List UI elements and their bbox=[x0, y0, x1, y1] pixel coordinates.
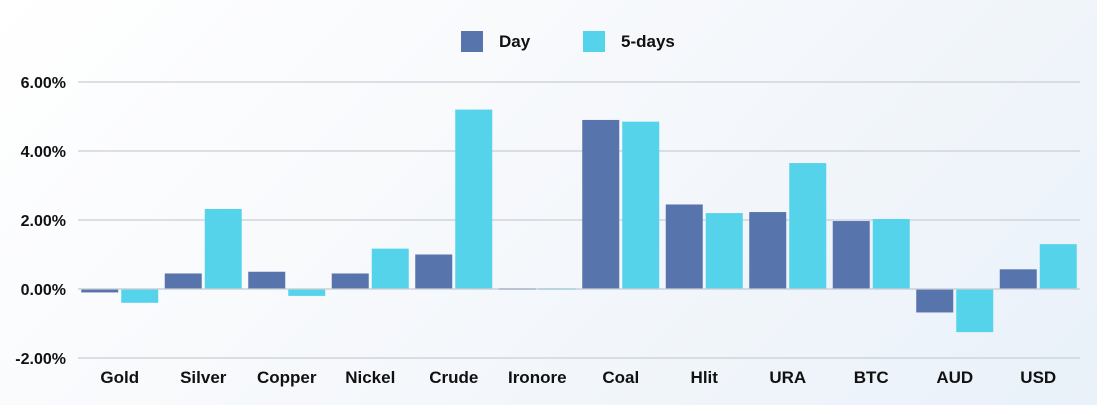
bar-aud-day bbox=[916, 289, 954, 313]
y-tick-label: 4.00% bbox=[21, 144, 66, 161]
bar-crude-5-days bbox=[455, 109, 493, 289]
legend-swatch bbox=[583, 31, 605, 52]
x-tick-label: Copper bbox=[257, 368, 317, 387]
y-tick-label: -2.00% bbox=[15, 351, 66, 368]
bar-silver-day bbox=[164, 273, 202, 289]
bar-copper-day bbox=[248, 271, 286, 289]
bar-ura-day bbox=[749, 212, 787, 289]
x-tick-label: Hlit bbox=[691, 368, 719, 387]
bar-silver-5-days bbox=[204, 208, 242, 289]
bar-btc-day bbox=[832, 221, 870, 289]
bar-usd-5-days bbox=[1039, 244, 1077, 289]
bar-hlit-day bbox=[665, 204, 703, 289]
bar-copper-5-days bbox=[288, 289, 326, 296]
bars bbox=[78, 109, 1080, 333]
bar-gold-5-days bbox=[121, 289, 159, 303]
bar-btc-5-days bbox=[872, 218, 910, 289]
x-tick-label: BTC bbox=[854, 368, 889, 387]
bar-usd-day bbox=[999, 269, 1037, 289]
bar-ura-5-days bbox=[789, 163, 827, 289]
y-tick-label: 0.00% bbox=[21, 282, 66, 299]
legend: Day 5-days bbox=[461, 31, 675, 52]
y-tick-label: 6.00% bbox=[21, 75, 66, 92]
bar-hlit-5-days bbox=[705, 213, 743, 289]
bar-aud-5-days bbox=[956, 289, 994, 333]
x-tick-label: Nickel bbox=[345, 368, 395, 387]
bar-gold-day bbox=[81, 289, 119, 293]
x-tick-label: Ironore bbox=[508, 368, 567, 387]
x-tick-label: Crude bbox=[429, 368, 478, 387]
x-tick-label: AUD bbox=[936, 368, 973, 387]
legend-label: 5-days bbox=[621, 32, 675, 51]
legend-label: Day bbox=[499, 32, 531, 51]
bar-nickel-5-days bbox=[371, 248, 409, 289]
bar-coal-day bbox=[582, 119, 620, 289]
x-tick-label: URA bbox=[769, 368, 806, 387]
y-tick-label: 2.00% bbox=[21, 213, 66, 230]
bar-nickel-day bbox=[331, 273, 369, 289]
x-tick-label: USD bbox=[1020, 368, 1056, 387]
legend-swatch bbox=[461, 31, 483, 52]
bar-crude-day bbox=[415, 254, 453, 289]
x-tick-label: Silver bbox=[180, 368, 227, 387]
x-tick-label: Gold bbox=[100, 368, 139, 387]
x-tick-label: Coal bbox=[602, 368, 639, 387]
x-axis: Gold Silver Copper Nickel Crude Ironore Coal Hl… bbox=[100, 368, 1056, 387]
y-axis: -2.00% 0.00% 2.00% 4.00% 6.00% bbox=[15, 75, 66, 368]
bar-coal-5-days bbox=[622, 121, 660, 290]
